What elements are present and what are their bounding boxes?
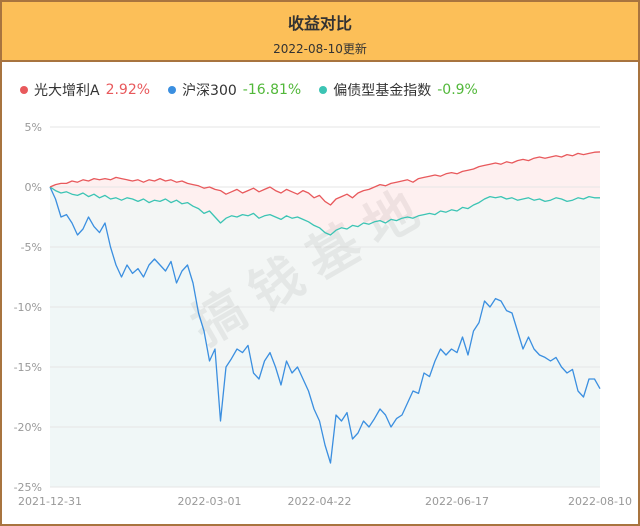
legend-dot	[168, 86, 177, 94]
x-tick-label: 2022-06-17	[425, 495, 489, 508]
legend-dot	[319, 86, 328, 94]
legend-dot	[20, 86, 28, 94]
y-tick-label: -15%	[14, 361, 42, 374]
legend-value: -16.81%	[242, 82, 302, 98]
x-tick-label: 2022-04-22	[288, 495, 352, 508]
legend-label: 光大增利A	[34, 83, 100, 99]
area-fill	[50, 187, 600, 487]
legend-item: 沪深300 -16.81%	[168, 80, 301, 100]
y-tick-label: -5%	[21, 241, 42, 254]
y-tick-label: 5%	[25, 121, 42, 134]
header: 收益对比 2022-08-10更新	[2, 2, 638, 62]
legend-value: 2.92%	[105, 82, 151, 98]
x-tick-label: 2022-08-10	[568, 495, 632, 508]
x-tick-label: 2021-12-31	[18, 495, 82, 508]
legend-value: -0.9%	[437, 82, 478, 98]
series-line	[49, 186, 600, 236]
legend-label: 沪深300	[182, 83, 237, 99]
legend-item: 偏债型基金指数 -0.9%	[319, 80, 478, 100]
y-tick-label: -25%	[14, 481, 42, 494]
subtitle: 2022-08-10更新	[273, 42, 367, 56]
x-tick-label: 2022-03-01	[178, 495, 242, 508]
series-line	[49, 151, 601, 206]
legend-item: 光大增利A 2.92%	[20, 80, 150, 100]
y-tick-label: -20%	[14, 421, 42, 434]
legend: 光大增利A 2.92% 沪深300 -16.81% 偏债型基金指数 -0.9%	[20, 80, 478, 100]
legend-label: 偏债型基金指数	[333, 83, 432, 99]
title: 收益对比	[287, 14, 352, 33]
series-line	[49, 186, 601, 464]
y-tick-label: 0%	[25, 181, 42, 194]
y-tick-label: -10%	[14, 301, 42, 314]
